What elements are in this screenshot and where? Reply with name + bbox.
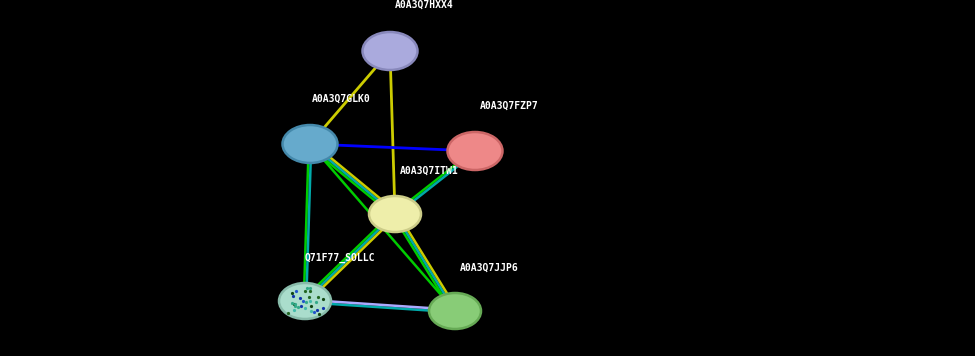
Text: A0A3Q7FZP7: A0A3Q7FZP7 [480, 101, 539, 111]
Ellipse shape [363, 32, 417, 70]
Text: A0A3Q7HXX4: A0A3Q7HXX4 [395, 0, 453, 10]
Ellipse shape [279, 283, 331, 319]
Text: A0A3Q7ITW1: A0A3Q7ITW1 [400, 166, 459, 176]
Text: A0A3Q7GLK0: A0A3Q7GLK0 [312, 94, 370, 104]
Ellipse shape [283, 125, 337, 163]
Ellipse shape [369, 196, 421, 232]
Ellipse shape [429, 293, 481, 329]
Text: Q71F77_SOLLC: Q71F77_SOLLC [305, 253, 375, 263]
Text: A0A3Q7JJP6: A0A3Q7JJP6 [460, 263, 519, 273]
Ellipse shape [448, 132, 502, 170]
